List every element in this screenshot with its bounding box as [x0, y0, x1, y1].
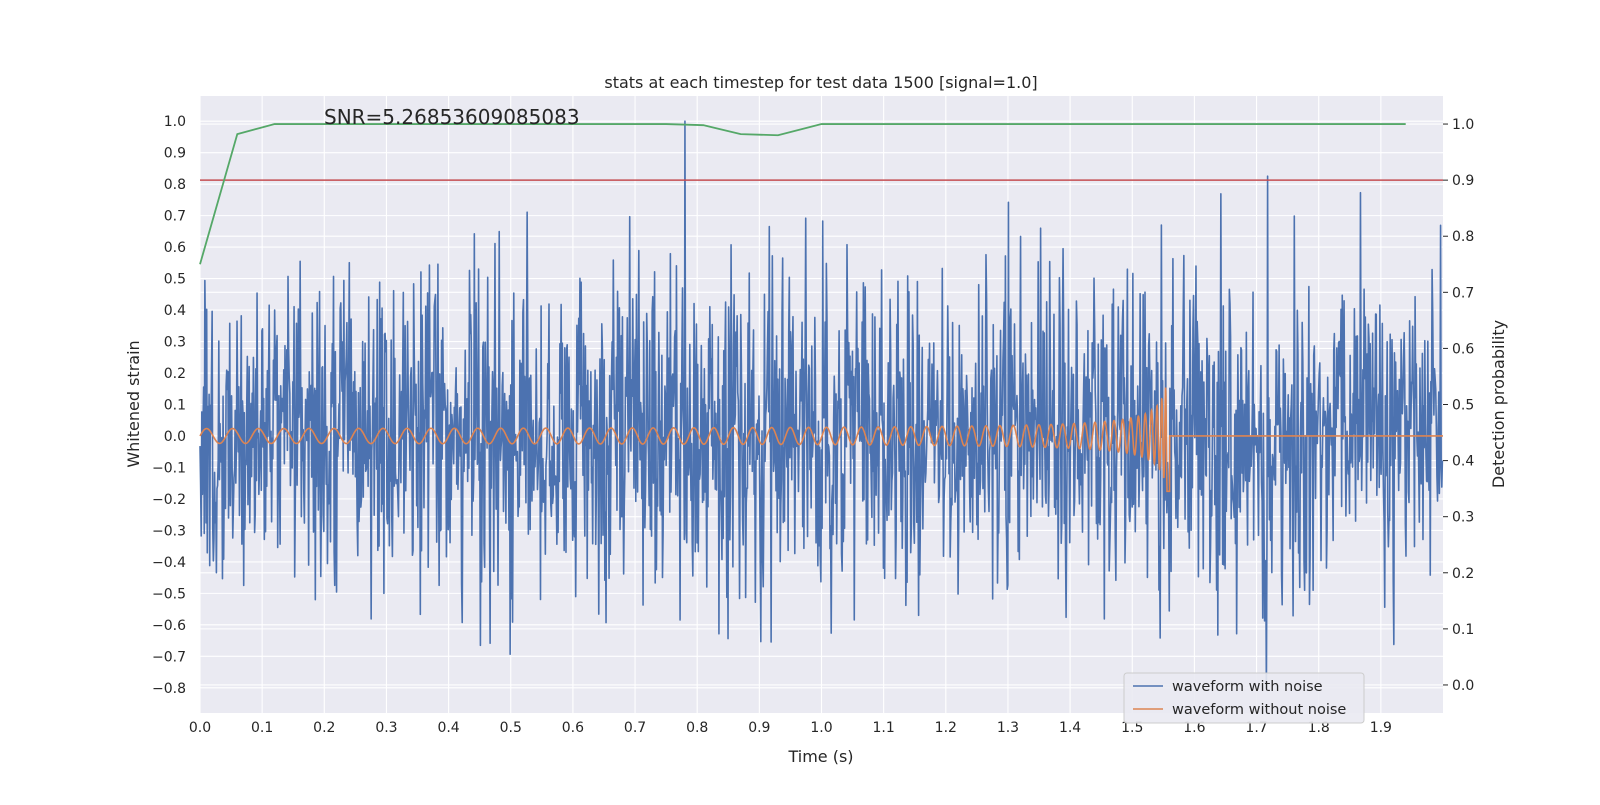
- series-waveform-with-noise: [199, 120, 1444, 690]
- legend-label-clean: waveform without noise: [1172, 702, 1346, 718]
- chart-title: stats at each timestep for test data 150…: [604, 73, 1037, 92]
- x-tick-label: 1.8: [1308, 720, 1330, 736]
- series-waveform-without-noise: [199, 387, 1443, 493]
- noise-line: [199, 120, 1444, 690]
- x-tick-label: 1.4: [1059, 720, 1081, 736]
- y-right-tick-label: 0.6: [1452, 341, 1474, 357]
- legend: waveform with noise waveform without noi…: [1123, 672, 1365, 724]
- y-left-tick-label: 0.7: [164, 209, 186, 225]
- x-tick-label: 1.7: [1245, 720, 1267, 736]
- y-right-tick-label: 0.5: [1452, 398, 1474, 414]
- probability-line: [199, 123, 1406, 265]
- y-left-tick-label: 1.0: [164, 114, 186, 130]
- y-right-tick-label: 0.1: [1452, 622, 1474, 638]
- y-right-tick-label: 0.0: [1452, 678, 1474, 694]
- series-detection-probability: [199, 123, 1406, 265]
- x-tick-label: 0.6: [562, 720, 584, 736]
- x-axis-label: Time (s): [787, 747, 853, 766]
- x-tick-label: 0.7: [624, 720, 646, 736]
- x-tick-label: 1.6: [1183, 720, 1205, 736]
- x-tick-label: 0.9: [748, 720, 770, 736]
- x-tick-label: 0.2: [313, 720, 335, 736]
- y-left-tick-label: 0.3: [164, 335, 186, 351]
- y-left-tick-label: 0.0: [164, 429, 186, 445]
- y-right-tick-label: 0.9: [1452, 173, 1474, 189]
- y-left-tick-label: 0.1: [164, 398, 186, 414]
- y-left-tick-label: −0.3: [152, 523, 186, 539]
- y-left-tick-label: 0.2: [164, 366, 186, 382]
- y-left-tick-label: 0.5: [164, 272, 186, 288]
- tick-labels: 0.0 0.1 0.2 0.3 0.4 0.5 0.6 0.7 0.8 0.9 1.0 1.1 1.2 1…: [152, 114, 1474, 736]
- x-tick-label: 0.4: [437, 720, 459, 736]
- y-left-tick-label: −0.6: [152, 618, 186, 634]
- y-right-tick-label: 0.2: [1452, 566, 1474, 582]
- y-left-tick-label: −0.2: [152, 492, 186, 508]
- x-tick-label: 1.3: [997, 720, 1019, 736]
- snr-annotation: SNR=5.26853609085083: [324, 105, 580, 129]
- x-tick-label: 0.8: [686, 720, 708, 736]
- y-left-tick-label: −0.7: [152, 649, 186, 665]
- y-right-axis-label: Detection probability: [1489, 320, 1508, 488]
- legend-box: [1123, 672, 1365, 724]
- x-tick-label: 0.1: [251, 720, 273, 736]
- y-left-tick-label: 0.9: [164, 146, 186, 162]
- x-tick-label: 1.2: [935, 720, 957, 736]
- y-right-tick-label: 0.3: [1452, 510, 1474, 526]
- y-right-tick-label: 0.8: [1452, 229, 1474, 245]
- x-tick-label: 0.5: [500, 720, 522, 736]
- x-tick-label: 1.5: [1121, 720, 1143, 736]
- y-left-tick-label: 0.8: [164, 177, 186, 193]
- y-left-axis-label: Whitened strain: [124, 340, 143, 467]
- y-right-tick-label: 0.7: [1452, 285, 1474, 301]
- x-tick-label: 1.9: [1370, 720, 1392, 736]
- x-tick-label: 1.1: [873, 720, 895, 736]
- x-tick-label: 0.0: [189, 720, 211, 736]
- y-left-tick-label: 0.6: [164, 240, 186, 256]
- y-left-tick-label: −0.5: [152, 586, 186, 602]
- y-right-tick-label: 1.0: [1452, 117, 1474, 133]
- y-left-tick-label: −0.4: [152, 555, 186, 571]
- y-left-tick-label: −0.1: [152, 460, 186, 476]
- y-right-tick-label: 0.4: [1452, 454, 1474, 470]
- legend-label-noise: waveform with noise: [1172, 679, 1323, 695]
- y-left-tick-label: −0.8: [152, 681, 186, 697]
- clean-line: [199, 387, 1443, 493]
- x-tick-label: 1.0: [810, 720, 832, 736]
- y-left-tick-label: 0.4: [164, 303, 186, 319]
- x-tick-label: 0.3: [375, 720, 397, 736]
